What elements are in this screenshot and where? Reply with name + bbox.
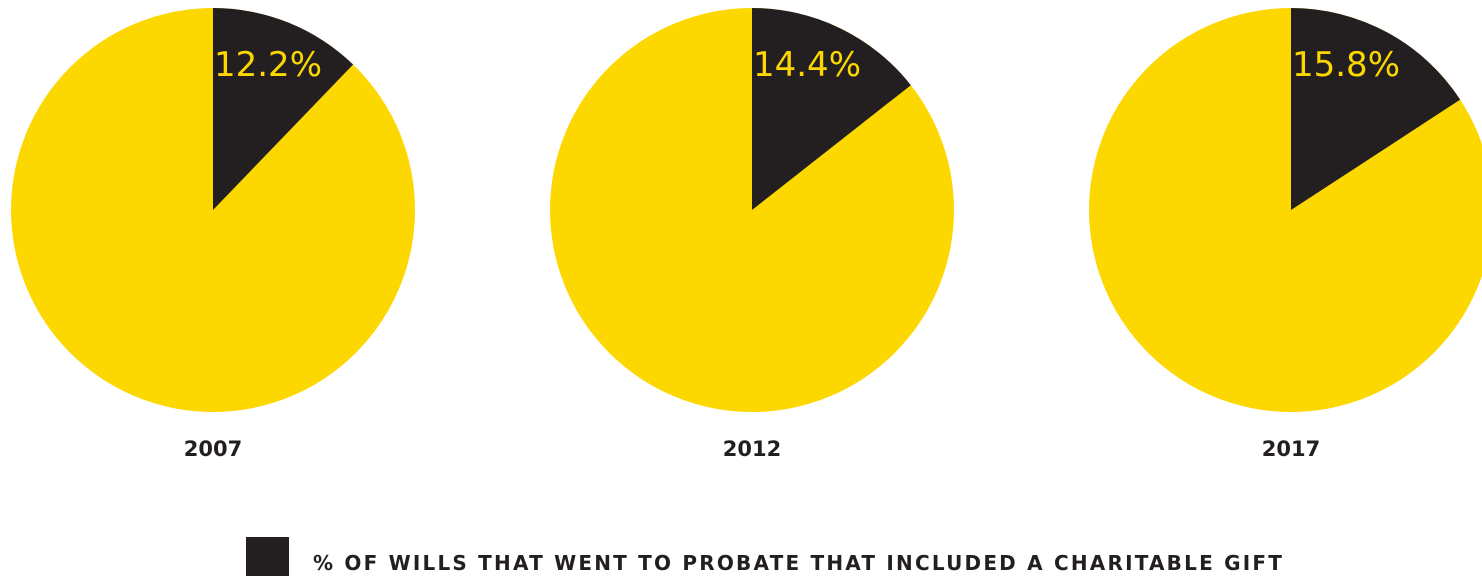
category-label-2012: 2012 [723, 437, 781, 461]
category-label-2007: 2007 [184, 437, 242, 461]
data-label-2017: 15.8% [1292, 45, 1400, 85]
pie-2017: 15.8% 2017 [1089, 8, 1482, 461]
legend-label: % OF WILLS THAT WENT TO PROBATE THAT INC… [313, 551, 1284, 575]
category-label-2017: 2017 [1262, 437, 1320, 461]
pie-slice-charitable-2017 [1291, 8, 1461, 210]
pie-2007: 12.2% 2007 [11, 8, 415, 461]
pie-slice-charitable-2007 [213, 8, 354, 210]
data-label-2012: 14.4% [753, 45, 861, 85]
pie-2012: 14.4% 2012 [550, 8, 954, 461]
pie-group: 12.2% 2007 14.4% 2012 15.8% 2017 [11, 8, 1482, 461]
legend-swatch [246, 537, 289, 576]
legend: % OF WILLS THAT WENT TO PROBATE THAT INC… [246, 537, 1284, 576]
data-label-2007: 12.2% [214, 45, 322, 85]
pie-slice-charitable-2012 [752, 8, 911, 210]
